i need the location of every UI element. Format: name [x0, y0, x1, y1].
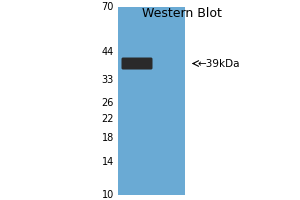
Text: 14: 14 — [102, 157, 114, 167]
Text: 26: 26 — [102, 98, 114, 108]
Text: 33: 33 — [102, 75, 114, 85]
Text: Western Blot: Western Blot — [142, 7, 221, 20]
Text: 70: 70 — [102, 2, 114, 12]
Text: 22: 22 — [101, 114, 114, 124]
FancyBboxPatch shape — [122, 58, 152, 70]
Text: ←39kDa: ←39kDa — [198, 59, 241, 69]
Text: 18: 18 — [102, 133, 114, 143]
Text: 44: 44 — [102, 47, 114, 57]
Text: 10: 10 — [102, 190, 114, 200]
Bar — [118, 7, 185, 195]
